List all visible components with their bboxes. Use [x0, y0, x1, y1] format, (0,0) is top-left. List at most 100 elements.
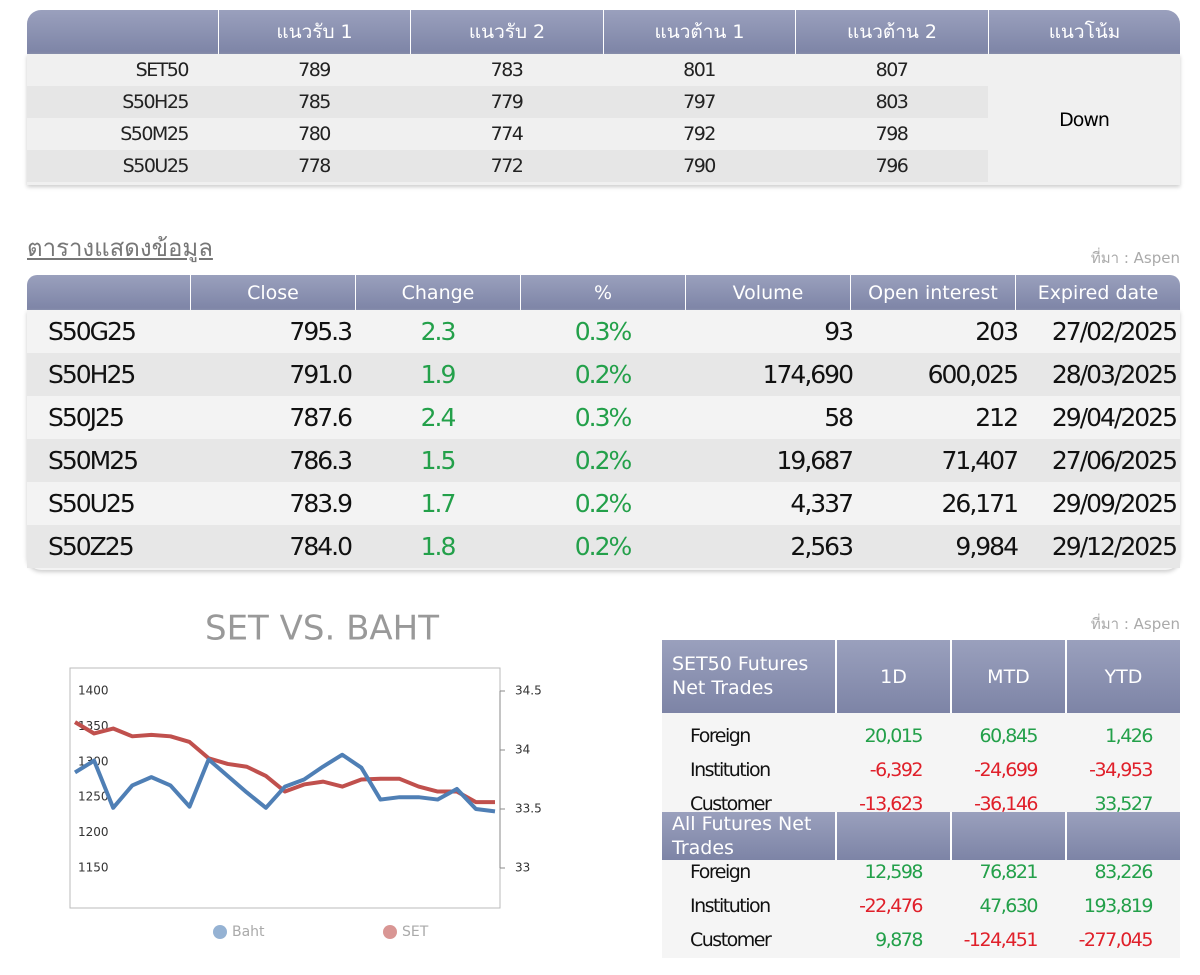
info-cell: 29/12/2025 — [1051, 532, 1178, 561]
net-header: YTD — [1065, 640, 1180, 713]
net-cell: -24,699 — [974, 759, 1038, 781]
info-header-bg — [27, 275, 1180, 310]
info-cell: 0.2% — [574, 489, 633, 518]
y2-tick-label: 33.5 — [515, 802, 542, 816]
info-cell: S50Z25 — [48, 532, 135, 561]
net-cell: 9,878 — [875, 929, 923, 951]
info-cell: 27/06/2025 — [1051, 446, 1178, 475]
y2-tick-label: 34.5 — [515, 684, 542, 698]
net-header: 1D — [835, 640, 950, 713]
info-cell: 2,563 — [790, 532, 854, 561]
info-cell: 71,407 — [941, 446, 1019, 475]
info-cell: 9,984 — [955, 532, 1019, 561]
net-cell: -36,146 — [974, 793, 1038, 815]
net-cell: 33,527 — [1094, 793, 1154, 815]
info-cell: 787.6 — [289, 403, 353, 432]
net-cell: Customer — [690, 929, 772, 951]
info-cell: 19,687 — [776, 446, 854, 475]
net-cell: 20,015 — [864, 725, 924, 747]
levels-cell: 798 — [875, 123, 909, 145]
net-source: ที่มา : Aspen — [1090, 615, 1180, 633]
net-cell: -6,392 — [869, 759, 924, 781]
net-cell: -13,623 — [859, 793, 923, 815]
info-cell: 600,025 — [927, 360, 1019, 389]
y-tick-label: 1150 — [78, 861, 109, 875]
net-subheader-bg — [950, 812, 1065, 860]
net-cell: Foreign — [690, 725, 751, 747]
levels-cell: 783 — [490, 59, 524, 81]
net-header: MTD — [950, 640, 1065, 713]
levels-row-band — [27, 86, 988, 118]
info-cell: 203 — [975, 317, 1019, 346]
levels-cell: 803 — [875, 91, 909, 113]
info-header: Close — [190, 275, 355, 310]
info-source: ที่มา : Aspen — [1090, 249, 1180, 267]
info-row-band — [27, 525, 1180, 568]
net-subheader-bg — [835, 812, 950, 860]
info-cell: 1.7 — [420, 489, 457, 518]
info-header: Expired date — [1015, 275, 1180, 310]
info-cell: 29/09/2025 — [1051, 489, 1178, 518]
info-cell: 1.5 — [420, 446, 457, 475]
info-title: ตารางแสดงข้อมูล — [27, 234, 213, 262]
y2-tick-label: 34 — [515, 743, 530, 757]
info-header: % — [520, 275, 685, 310]
info-cell: 2.4 — [420, 403, 457, 432]
info-cell: 1.9 — [420, 360, 457, 389]
net-cell: -277,045 — [1078, 929, 1154, 951]
info-cell: S50U25 — [48, 489, 136, 518]
info-row-band — [27, 439, 1180, 482]
legend-label: Baht — [232, 924, 265, 940]
y-tick-label: 1250 — [78, 790, 109, 804]
chart-title: SET VS. BAHT — [205, 609, 439, 649]
net-group-title: All Futures Net Trades — [662, 812, 835, 860]
levels-cell: 789 — [298, 59, 331, 81]
levels-header: แนวต้าน 1 — [603, 10, 795, 54]
info-cell: 58 — [824, 403, 854, 432]
info-cell: 27/02/2025 — [1051, 317, 1178, 346]
net-cell: 12,598 — [864, 861, 924, 883]
levels-cell: 785 — [298, 91, 331, 113]
net-group-title: SET50 Futures Net Trades — [662, 640, 835, 713]
net-cell: 47,630 — [979, 895, 1039, 917]
net-cell: -22,476 — [859, 895, 923, 917]
info-cell: 28/03/2025 — [1051, 360, 1178, 389]
info-cell: 26,171 — [941, 489, 1019, 518]
net-cell: -124,451 — [963, 929, 1039, 951]
net-cell: 193,819 — [1083, 895, 1154, 917]
levels-cell: 780 — [298, 123, 331, 145]
info-cell: 795.3 — [289, 317, 353, 346]
info-cell: 2.3 — [420, 317, 457, 346]
levels-cell: 774 — [490, 123, 524, 145]
info-cell: 93 — [824, 317, 854, 346]
net-subheader-bg — [1065, 812, 1180, 860]
levels-header: แนวต้าน 2 — [795, 10, 988, 54]
net-cell: Institution — [690, 759, 771, 781]
net-cell: 76,821 — [979, 861, 1039, 883]
levels-row-band — [27, 150, 988, 182]
y-tick-label: 1400 — [78, 684, 109, 698]
levels-header: แนวรับ 2 — [410, 10, 603, 54]
series-line — [73, 752, 496, 814]
info-cell: 783.9 — [289, 489, 353, 518]
levels-cell: 807 — [875, 59, 909, 81]
info-cell: S50M25 — [48, 446, 139, 475]
levels-trend: Down — [1059, 108, 1110, 131]
info-cell: 784.0 — [289, 532, 353, 561]
legend-swatch — [213, 925, 227, 939]
info-cell: S50G25 — [48, 317, 137, 346]
net-cell: 83,226 — [1094, 861, 1154, 883]
net-cell: Customer — [690, 793, 772, 815]
info-cell: 4,337 — [790, 489, 854, 518]
levels-cell: S50M25 — [120, 123, 189, 145]
net-cell: 1,426 — [1105, 725, 1153, 747]
levels-cell: 779 — [490, 91, 524, 113]
levels-cell: S50U25 — [122, 155, 190, 177]
levels-cell: S50H25 — [122, 91, 189, 113]
info-cell: 0.2% — [574, 446, 633, 475]
levels-header: แนวโน้ม — [988, 10, 1180, 54]
levels-cell: 778 — [298, 155, 331, 177]
info-cell: 1.8 — [420, 532, 457, 561]
levels-cell: 797 — [683, 91, 716, 113]
